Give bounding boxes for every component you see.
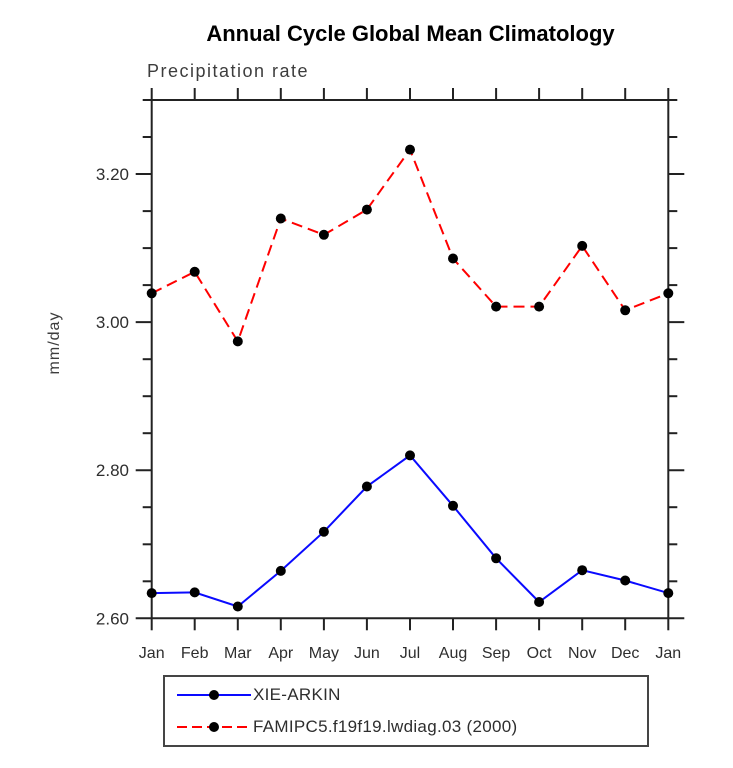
svg-text:Nov: Nov <box>568 645 596 662</box>
svg-text:Apr: Apr <box>268 645 294 662</box>
series-0-markers <box>146 450 674 612</box>
chart-subtitle: Precipitation rate <box>147 61 310 81</box>
y-axis-ticks: 2.60 2.80 3.00 3.20 <box>96 99 685 628</box>
svg-text:Jan: Jan <box>655 645 681 662</box>
svg-text:Jan: Jan <box>139 645 165 662</box>
svg-text:Oct: Oct <box>527 645 552 662</box>
svg-text:2.60: 2.60 <box>96 609 129 628</box>
svg-text:Aug: Aug <box>439 645 467 662</box>
chart-title: Annual Cycle Global Mean Climatology <box>206 21 615 46</box>
legend: XIE-ARKIN FAMIPC5.f19f19.lwdiag.03 (2000… <box>163 675 649 747</box>
legend-label: XIE-ARKIN <box>253 685 341 704</box>
series-1-markers <box>146 144 674 347</box>
series-0-line <box>151 454 669 608</box>
legend-item-famipc5: FAMIPC5.f19f19.lwdiag.03 (2000) <box>177 713 647 742</box>
solid-line-marker-icon <box>177 690 251 700</box>
legend-label: FAMIPC5.f19f19.lwdiag.03 (2000) <box>253 717 518 736</box>
legend-item-xie-arkin: XIE-ARKIN <box>177 681 647 710</box>
svg-text:Sep: Sep <box>482 645 511 662</box>
series-1-line <box>151 147 669 344</box>
dashed-line-marker-icon <box>177 722 251 732</box>
svg-text:Feb: Feb <box>181 645 209 662</box>
svg-text:Mar: Mar <box>224 645 252 662</box>
axis-frame <box>150 99 670 620</box>
svg-text:Jul: Jul <box>400 645 420 662</box>
svg-text:May: May <box>309 645 339 662</box>
svg-text:2.80: 2.80 <box>96 461 129 480</box>
svg-text:Jun: Jun <box>354 645 380 662</box>
x-axis-ticks: Jan Feb Mar Apr May Jun Jul Aug Sep Oct Nov Dec Jan <box>139 88 681 662</box>
svg-text:3.00: 3.00 <box>96 313 129 332</box>
svg-text:Dec: Dec <box>611 645 639 662</box>
svg-text:3.20: 3.20 <box>96 165 129 184</box>
